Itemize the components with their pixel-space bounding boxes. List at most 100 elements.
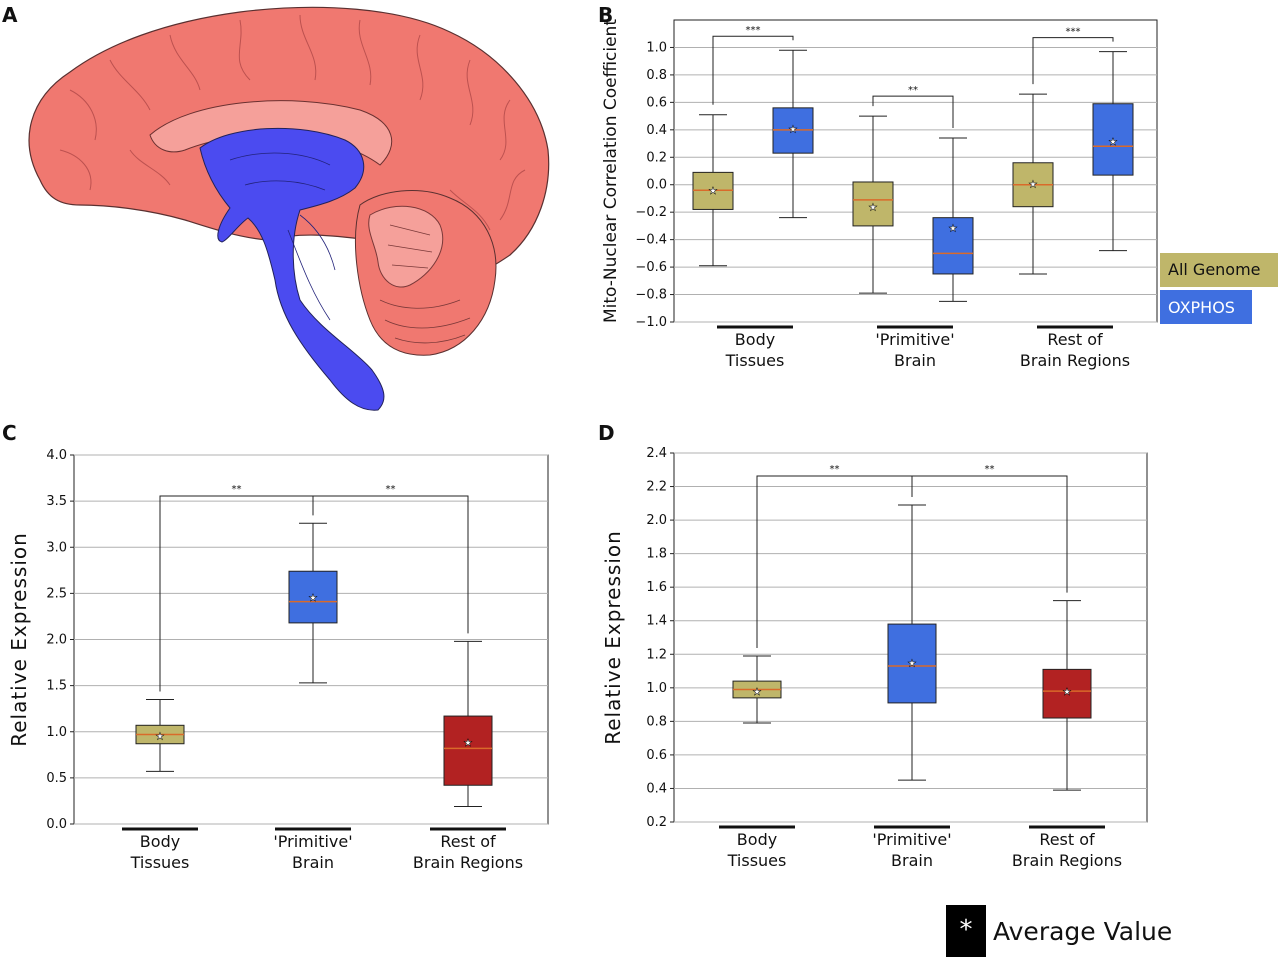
average-legend-box [946, 905, 986, 957]
y-tick-label: 1.0 [646, 681, 667, 696]
category-label: Body [737, 830, 777, 849]
average-legend: * Average Value [946, 905, 1172, 957]
significance-bracket [1032, 37, 1114, 85]
category-label: Brain Regions [1012, 851, 1122, 870]
mean-marker: ★ [1109, 137, 1118, 148]
brainstem-shape [199, 127, 385, 411]
category-label: Brain [292, 853, 334, 872]
y-tick-label: 2.0 [46, 633, 67, 648]
legend-b: All Genome OXPHOS [1160, 253, 1278, 324]
box [1042, 668, 1092, 719]
gyri-lines [59, 14, 526, 231]
mean-marker: ★ [464, 738, 473, 749]
category-label: 'Primitive' [872, 830, 951, 849]
category-label: Rest of [440, 832, 496, 851]
y-tick-label: 1.0 [646, 40, 667, 55]
significance-label: *** [746, 25, 761, 36]
chart-b: B 1.0 0.8 0.6 0.4 0.2 0.0 −0.2 −0.4 −0.6 −0.8 −1.0… [598, 3, 1158, 370]
y-tick-label: 2.5 [46, 586, 67, 601]
significance-label: ** [830, 464, 840, 475]
mean-marker: ★ [908, 659, 917, 670]
category-label: Tissues [130, 853, 190, 872]
chart-d: D 2.4 2.2 2.0 1.8 1.6 1.4 1.2 1.0 0.8 0.6 0.4 0.2 Re… [598, 421, 1148, 870]
y-tick-label: −0.2 [635, 205, 667, 220]
box [932, 217, 974, 275]
y-tick-label: 4.0 [46, 448, 67, 463]
y-tick-label: −1.0 [635, 315, 667, 330]
y-tick-label: 0.6 [646, 95, 667, 110]
category-label: Brain [894, 351, 936, 370]
y-tick-label: 0.0 [646, 178, 667, 193]
y-tick-label: 0.0 [46, 817, 67, 832]
legend-label-oxphos: OXPHOS [1168, 298, 1235, 317]
average-legend-label: Average Value [993, 917, 1172, 946]
y-tick-label: 3.5 [46, 494, 67, 509]
plot-frame [673, 19, 1158, 323]
significance-label: *** [1066, 27, 1081, 38]
y-axis-label: Relative Expression [7, 532, 31, 747]
category-label: Body [140, 832, 180, 851]
y-tick-label: −0.8 [635, 288, 667, 303]
mean-marker: ★ [949, 223, 958, 234]
category-label: Tissues [725, 351, 785, 370]
legend-swatch-all-genome [1160, 253, 1278, 287]
mean-marker: ★ [1029, 179, 1038, 190]
significance-bracket [911, 475, 1068, 593]
chart-c: C 4.0 3.5 3.0 2.5 2.0 1.5 1.0 0.5 0.0 Relative Ex… [2, 421, 549, 872]
category-label: Tissues [727, 851, 787, 870]
y-tick-label: 0.4 [646, 781, 667, 796]
significance-label: ** [232, 484, 242, 495]
mean-marker: ★ [869, 203, 878, 214]
y-tick-label: 2.2 [646, 480, 667, 495]
y-tick-label: 1.2 [646, 647, 667, 662]
legend-label-all-genome: All Genome [1168, 260, 1261, 279]
panel-letter-d: D [598, 421, 615, 445]
category-label: 'Primitive' [273, 832, 352, 851]
mean-marker: ★ [1063, 687, 1072, 698]
mean-marker: ★ [753, 687, 762, 698]
mean-marker: ★ [709, 186, 718, 197]
y-tick-label: 0.2 [646, 150, 667, 165]
category-label: Brain Regions [1020, 351, 1130, 370]
y-tick-label: 1.4 [646, 614, 667, 629]
y-tick-label: 1.6 [646, 580, 667, 595]
y-tick-label: 0.5 [46, 771, 67, 786]
panel-letter-c: C [2, 421, 17, 445]
category-label: Rest of [1039, 830, 1095, 849]
y-tick-label: −0.4 [635, 233, 667, 248]
box [443, 715, 493, 786]
y-tick-label: 2.4 [646, 446, 667, 461]
significance-bracket [312, 495, 469, 634]
panel-letter-a: A [2, 3, 18, 27]
category-label: Rest of [1047, 330, 1103, 349]
mean-marker: ★ [156, 731, 165, 742]
y-tick-label: −0.6 [635, 260, 667, 275]
y-axis-label: Relative Expression [601, 530, 625, 745]
box [1092, 103, 1134, 176]
y-tick-label: 0.4 [646, 123, 667, 138]
y-tick-label: 0.8 [646, 714, 667, 729]
category-label: Body [735, 330, 775, 349]
y-tick-label: 1.8 [646, 547, 667, 562]
cerebellum-arbor [368, 205, 444, 288]
y-tick-label: 1.5 [46, 679, 67, 694]
legend-swatch-oxphos [1160, 290, 1252, 324]
y-tick-label: 0.8 [646, 68, 667, 83]
brainstem-contours [229, 152, 336, 321]
brain-illustration: A [2, 3, 550, 411]
category-label: Brain Regions [413, 853, 523, 872]
significance-label: ** [386, 484, 396, 495]
y-tick-label: 0.2 [646, 815, 667, 830]
cerebellum-folia [379, 224, 471, 344]
box [852, 181, 894, 227]
y-tick-label: 1.0 [46, 725, 67, 740]
average-star-icon: * [960, 915, 973, 945]
significance-label: ** [985, 464, 995, 475]
panel-letter-b: B [598, 3, 613, 27]
category-label: Brain [891, 851, 933, 870]
category-label: 'Primitive' [875, 330, 954, 349]
box [288, 570, 338, 624]
mean-marker: ★ [789, 124, 798, 135]
y-tick-label: 0.6 [646, 748, 667, 763]
